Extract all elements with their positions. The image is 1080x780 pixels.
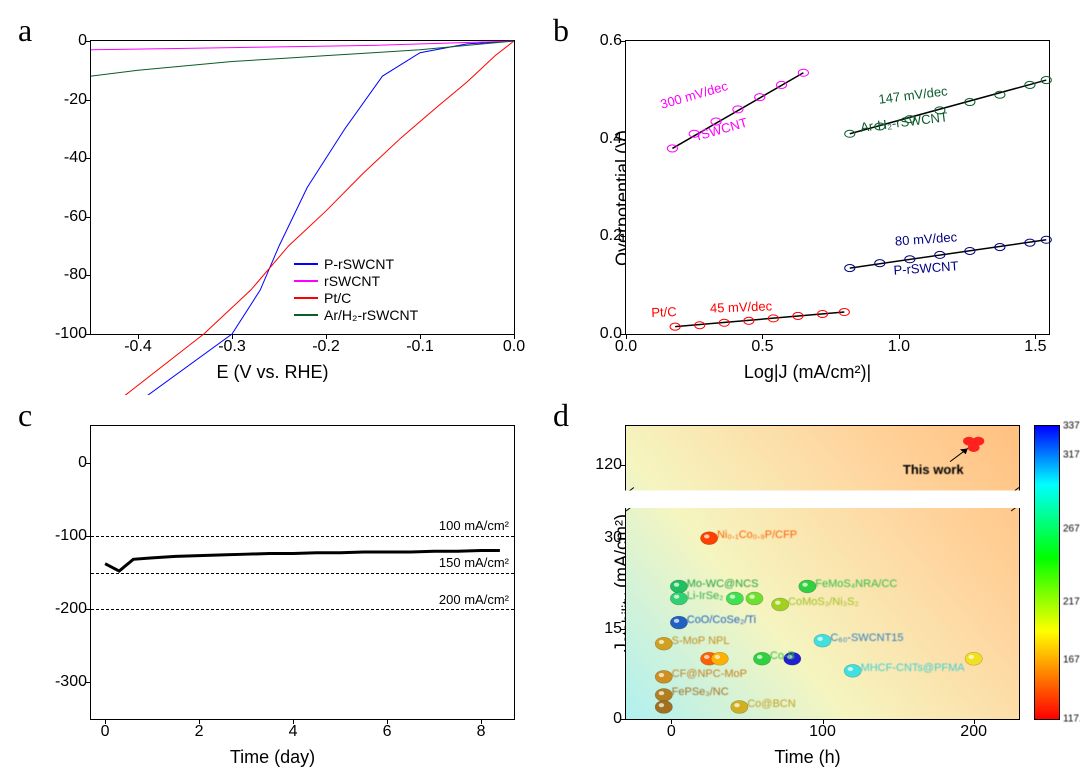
- panel-a-axes: P-rSWCNTrSWCNTPt/CAr/H₂-rSWCNT -0.4-0.3-…: [90, 40, 515, 335]
- panel-b-xlabel: Log|J (mA/cm²)|: [744, 362, 871, 383]
- panel-c: c Current density (mA/cm²) Time (day) 02…: [10, 395, 535, 770]
- panel-a: a Current density (mA/cm²) E (V vs. RHE)…: [10, 10, 535, 385]
- figure-grid: a Current density (mA/cm²) E (V vs. RHE)…: [10, 10, 1070, 770]
- legend-item: rSWCNT: [294, 273, 418, 289]
- panel-a-xlabel: E (V vs. RHE): [216, 362, 328, 383]
- panel-label-b: b: [553, 12, 569, 49]
- legend-item: Ar/H₂-rSWCNT: [294, 307, 418, 323]
- legend-item: Pt/C: [294, 290, 418, 306]
- panel-label-a: a: [18, 12, 32, 49]
- panel-a-legend: P-rSWCNTrSWCNTPt/CAr/H₂-rSWCNT: [294, 255, 418, 324]
- panel-b-svg: [626, 41, 1049, 334]
- panel-d: d Jstability (mA/cm²) Time (h) 010020001…: [545, 395, 1070, 770]
- panel-d-xlabel: Time (h): [774, 747, 840, 768]
- panel-b: b Overpotential (V) Log|J (mA/cm²)| 0.00…: [545, 10, 1070, 385]
- panel-d-colorbar: 337.0317.0267.0217.0167.0117.0: [1034, 425, 1060, 720]
- panel-c-xlabel: Time (day): [230, 747, 315, 768]
- panel-label-d: d: [553, 397, 569, 434]
- panel-d-axes: 010020001530120 Ni₀.₁Co₀.₉P/CFPMo-WC@NCS…: [625, 425, 1020, 720]
- panel-b-axes: 0.00.51.01.50.00.20.40.6 300 mV/decrSWCN…: [625, 40, 1050, 335]
- legend-item: P-rSWCNT: [294, 256, 418, 272]
- panel-c-axes: 02468-300-200-1000 100 mA/cm²150 mA/cm²2…: [90, 425, 515, 720]
- panel-label-c: c: [18, 397, 32, 434]
